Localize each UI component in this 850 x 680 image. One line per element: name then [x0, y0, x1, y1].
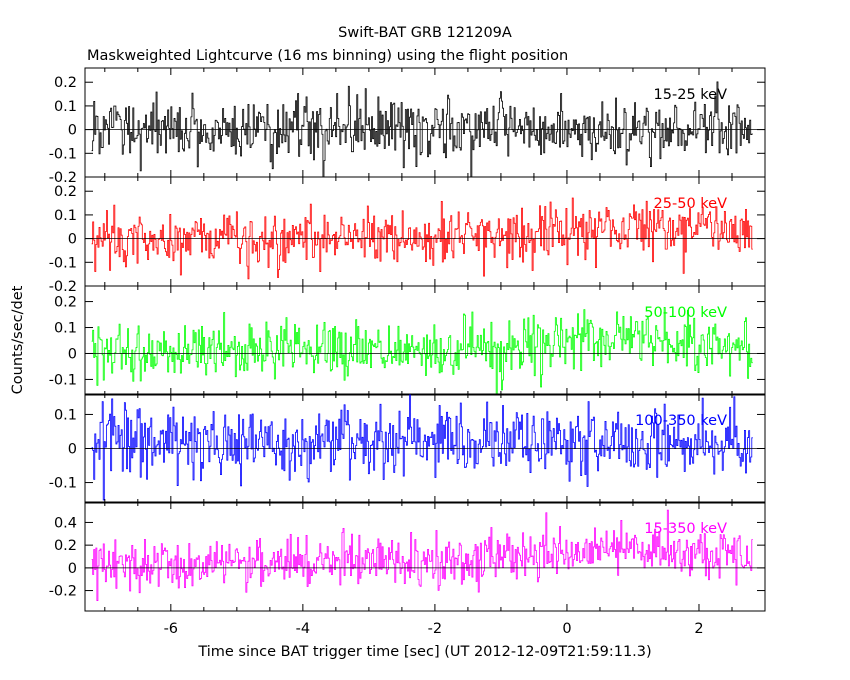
y-tick-label: 0.2: [54, 75, 77, 91]
panel-50-100-kev: 0.2 0.1 0 -0.1 50-100 keV: [49, 285, 766, 396]
series-label: 15-25 keV: [654, 87, 728, 103]
y-tick-label: 0: [68, 442, 77, 458]
y-tick-label: 0.1: [54, 208, 77, 224]
x-tick-label: 2: [694, 621, 703, 637]
series-line: [91, 306, 753, 395]
x-axis-label: Time since BAT trigger time [sec] (UT 20…: [197, 644, 651, 660]
x-tick-label: -4: [296, 621, 310, 637]
series-line: [91, 81, 753, 177]
y-tick-label: -0.2: [49, 279, 77, 295]
series-label: 50-100 keV: [644, 305, 727, 321]
y-tick-label: -0.2: [49, 584, 77, 600]
y-tick-label: 0: [68, 561, 77, 577]
y-tick-label: -0.1: [49, 146, 77, 162]
panel-100-350-kev: 0.1 0 -0.1 100-350 keV: [49, 393, 766, 504]
x-tick-label: -2: [428, 621, 442, 637]
y-tick-label: 0.1: [54, 99, 77, 115]
x-tick-label: 0: [562, 621, 571, 637]
y-tick-label: 0.2: [54, 184, 77, 200]
series-label: 15-350 keV: [644, 521, 727, 537]
y-tick-label: 0.2: [54, 295, 77, 311]
y-tick-label: -0.1: [49, 255, 77, 271]
series-line: [91, 197, 753, 280]
y-tick-label: 0.1: [54, 407, 77, 423]
y-tick-label: 0: [68, 123, 77, 139]
panel-25-50-kev: 0.2 0.1 0 -0.1 -0.2 25-50 keV: [49, 176, 766, 295]
y-tick-label: -0.1: [49, 372, 77, 388]
x-tick-label: -6: [164, 621, 178, 637]
y-tick-label: 0.1: [54, 321, 77, 337]
panel-frame: [84, 501, 766, 612]
panel-frame: [84, 285, 766, 396]
y-tick-label: -0.2: [49, 170, 77, 186]
y-tick-label: 0.2: [54, 538, 77, 554]
panel-15-350-kev: 0.4 0.2 0 -0.2 15-350 keV: [49, 501, 766, 612]
series-label: 25-50 keV: [654, 196, 728, 212]
panel-15-25-kev: 0.2 0.1 0 -0.1 -0.2 15-25 keV: [49, 67, 766, 186]
series-label: 100-350 keV: [635, 413, 727, 429]
series-line: [91, 394, 753, 501]
y-axis-label: Counts/sec/det: [10, 285, 26, 394]
y-tick-label: 0: [68, 232, 77, 248]
panels-group: 0.2 0.1 0 -0.1 -0.2 15-25 keV 0.2 0.1 0 -0.1 -0.2 2…: [49, 67, 766, 637]
chart-subtitle: Maskweighted Lightcurve (16 ms binning) …: [87, 48, 568, 64]
series-line: [91, 509, 753, 601]
y-tick-label: 0: [68, 346, 77, 362]
chart-title: Swift-BAT GRB 121209A: [338, 25, 512, 41]
y-tick-label: -0.1: [49, 476, 77, 492]
y-tick-label: 0.4: [54, 515, 77, 531]
